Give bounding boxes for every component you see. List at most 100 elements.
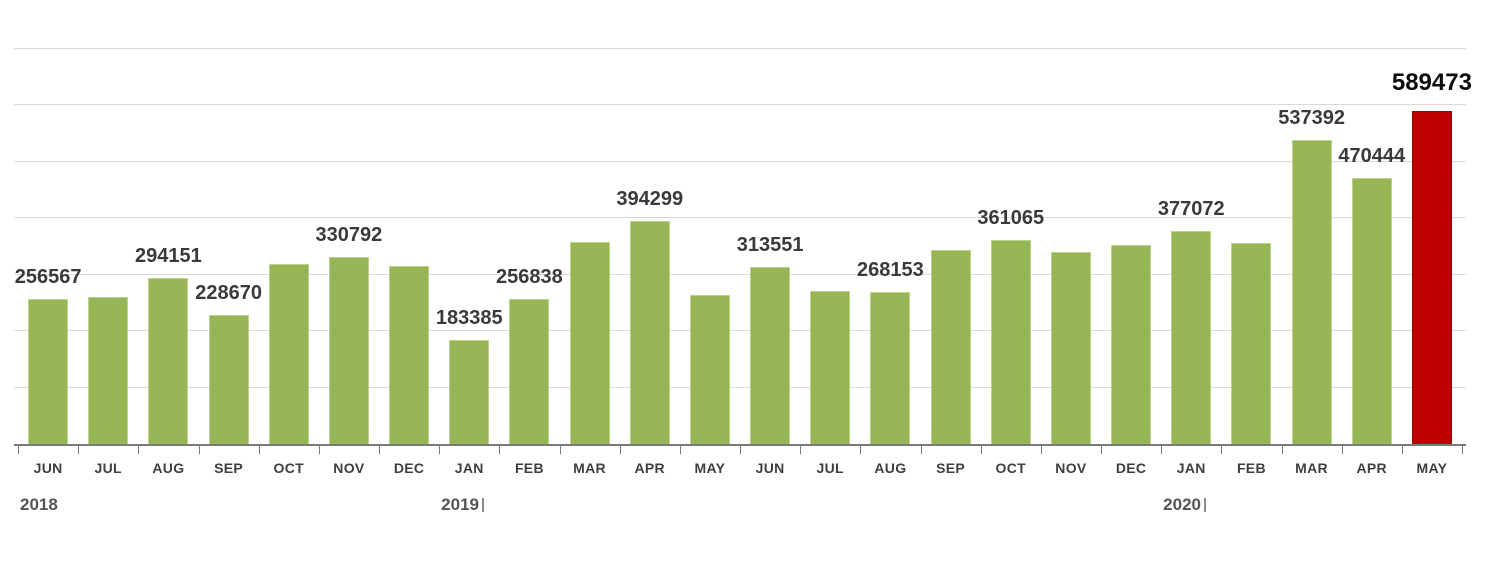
gridline (14, 160, 1466, 162)
bar (990, 239, 1031, 444)
axis-tick (1161, 446, 1163, 454)
month-label: MAR (1295, 460, 1328, 476)
axis-tick (1401, 446, 1403, 454)
bar (208, 314, 249, 444)
bar-value-label: 294151 (135, 244, 202, 267)
bar-value-label: 256567 (14, 265, 82, 288)
axis-tick (1341, 446, 1343, 454)
axis-tick (1281, 446, 1283, 454)
gridline (14, 47, 1466, 49)
month-label: JAN (1176, 460, 1206, 476)
gridline (14, 217, 1466, 219)
axis-tick (138, 446, 140, 454)
month-label: DEC (1115, 460, 1147, 476)
month-label: NOV (333, 460, 365, 476)
x-axis-line (14, 444, 1466, 446)
axis-tick (499, 446, 501, 454)
month-label: JAN (454, 460, 484, 476)
year-separator-tick (1203, 498, 1206, 512)
bar-value-label: 537392 (1278, 107, 1345, 129)
month-label: FEB (514, 460, 544, 476)
axis-tick (559, 446, 561, 454)
month-label: AUG (874, 460, 907, 476)
year-label: 2018 (20, 495, 58, 514)
bar-value-label: 394299 (616, 187, 684, 210)
axis-tick (318, 446, 320, 454)
axis-tick (1040, 446, 1042, 454)
axis-tick (619, 446, 621, 454)
bar (629, 220, 670, 444)
bar (870, 292, 911, 444)
bar (1351, 177, 1392, 444)
month-label: DEC (393, 460, 425, 476)
axis-tick (980, 446, 982, 454)
year-separator-tick (481, 498, 484, 512)
axis-tick (740, 446, 741, 454)
bar-value-label: 228670 (195, 281, 262, 304)
month-label: MAR (573, 460, 606, 476)
gridline (14, 330, 1466, 332)
axis-tick (1462, 446, 1463, 454)
month-label: MAY (1416, 460, 1448, 476)
month-label: SEP (214, 460, 244, 476)
axis-tick (258, 446, 260, 454)
bar (509, 298, 550, 444)
month-label: SEP (936, 460, 966, 476)
bar (1050, 251, 1091, 444)
axis-tick (920, 446, 922, 454)
bar (569, 242, 610, 444)
axis-tick (679, 446, 681, 454)
month-label: OCT (995, 460, 1026, 476)
axis-tick (198, 446, 200, 454)
bar (148, 277, 189, 444)
month-label: MAY (694, 460, 726, 476)
bar-value-label: 183385 (435, 307, 503, 330)
bar-value-label: 589473 (1391, 68, 1472, 96)
axis-tick (379, 446, 380, 454)
bar (449, 340, 490, 444)
axis-tick (860, 446, 862, 454)
month-label: JUN (33, 460, 63, 476)
bar-value-label: 377072 (1157, 197, 1225, 220)
axis-tick (1221, 446, 1223, 454)
bar-value-label: 470444 (1338, 144, 1406, 167)
bar (328, 256, 369, 444)
year-label: 2019 (441, 495, 484, 515)
axis-tick (439, 446, 441, 454)
gridline (14, 273, 1466, 275)
month-label: APR (1356, 460, 1387, 476)
bar-value-label: 330792 (315, 223, 383, 246)
bar (1291, 140, 1332, 444)
bar-value-label: 361065 (977, 206, 1045, 229)
plot-area: 256567 294151 228670 330792 183385 256838 3942… (14, 47, 1472, 444)
bar-value-label: 268153 (857, 259, 924, 282)
axis-tick (1101, 446, 1102, 454)
axis-tick (800, 446, 802, 454)
bar-value-label: 313551 (736, 233, 804, 256)
bar (810, 291, 851, 444)
bar (268, 264, 309, 444)
month-label: AUG (152, 460, 185, 476)
bar (750, 266, 791, 444)
bar (28, 298, 69, 444)
bar (930, 249, 971, 444)
bar-value-label: 256838 (496, 265, 563, 288)
year-label: 2020 (1163, 495, 1206, 515)
axis-tick (78, 446, 80, 454)
bar (1111, 244, 1152, 444)
month-label: JUN (755, 460, 785, 476)
axis-tick (18, 446, 19, 454)
month-label: JUL (816, 460, 844, 476)
month-label: FEB (1236, 460, 1266, 476)
bar (689, 294, 730, 444)
month-label: JUL (94, 460, 122, 476)
bar (1231, 242, 1272, 444)
bar (88, 296, 129, 444)
bar-highlighted (1411, 110, 1452, 444)
month-label: NOV (1055, 460, 1087, 476)
gridline (14, 386, 1466, 388)
bar (1171, 230, 1212, 444)
month-label: OCT (273, 460, 304, 476)
gridline (14, 104, 1466, 106)
